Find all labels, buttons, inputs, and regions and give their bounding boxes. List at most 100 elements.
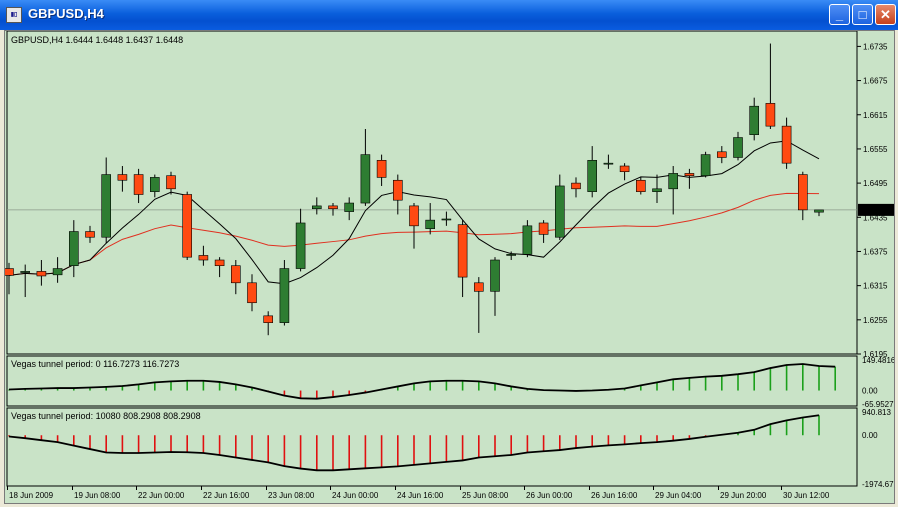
price-axis-label: 1.6255	[863, 316, 888, 325]
candle-body	[635, 179, 646, 192]
candle-body	[198, 255, 209, 261]
price-axis-label: 1.6495	[863, 179, 888, 188]
candle-body	[733, 137, 743, 158]
indicator-axis-label: -65.9527	[862, 400, 894, 409]
candle-body	[490, 259, 500, 292]
fast-ma-line	[8, 140, 820, 285]
time-axis-label: 29 Jun 20:00	[720, 491, 767, 500]
candle-body	[700, 154, 711, 177]
candle-body	[652, 188, 662, 192]
title-bar[interactable]: ▮▯ GBPUSD,H4 _ □ ✕	[0, 0, 898, 30]
candle-body	[781, 125, 792, 164]
candle-body	[765, 103, 776, 127]
price-axis-label: 1.6735	[863, 42, 888, 51]
time-axis-label: 25 Jun 08:00	[462, 491, 509, 500]
candle-body	[231, 265, 241, 284]
candle-body	[749, 105, 760, 135]
indicator-2-header: Vegas tunnel period: 10080 808.2908 808.…	[11, 411, 201, 421]
candle-body	[311, 205, 322, 210]
indicator-axis-label: 149.4816	[862, 356, 894, 365]
time-axis-label: 18 Jun 2009	[9, 491, 54, 500]
candle-body	[392, 179, 403, 201]
candle-body	[603, 162, 614, 165]
candle-body	[182, 194, 192, 258]
candle-body	[797, 174, 808, 211]
chart-header: GBPUSD,H4 1.6444 1.6448 1.6437 1.6448	[11, 35, 183, 45]
pane-border	[6, 31, 858, 355]
close-button[interactable]: ✕	[875, 4, 896, 25]
candle-body	[522, 225, 533, 255]
time-axis-label: 26 Jun 16:00	[591, 491, 638, 500]
candle-body	[69, 231, 79, 267]
candle-body	[20, 271, 30, 273]
indicator-axis-label: 940.813	[862, 408, 891, 417]
candle-body	[166, 175, 176, 190]
indicator-1-header: Vegas tunnel period: 0 116.7273 116.7273	[11, 359, 179, 369]
time-axis-label: 29 Jun 04:00	[655, 491, 702, 500]
candle-body	[5, 268, 14, 276]
candle-body	[360, 154, 371, 204]
histogram-line	[8, 414, 820, 472]
candle-body	[473, 282, 484, 292]
candle-body	[36, 271, 47, 277]
price-axis-label: 1.6615	[863, 111, 888, 120]
price-axis-label: 1.6315	[863, 282, 888, 291]
candle-body	[457, 224, 468, 278]
candle-body	[409, 205, 419, 227]
maximize-button[interactable]: □	[852, 4, 873, 25]
candle-body	[716, 151, 727, 158]
candle-body	[279, 268, 290, 323]
candle-body	[101, 174, 111, 238]
chart-window-icon[interactable]: ▮▯	[6, 7, 22, 23]
candle-body	[150, 177, 160, 192]
candle-body	[85, 231, 95, 238]
candle-body	[117, 174, 128, 181]
candle-body	[295, 222, 306, 269]
candle-body	[814, 209, 824, 213]
chart-canvas[interactable]: 1.6735 1.6675 1.6615 1.6555 1.6495 1.6435 1.63…	[5, 31, 894, 503]
indicator-axis-label: -1974.67	[862, 480, 894, 489]
candle-body	[571, 182, 581, 190]
candle-body	[214, 259, 225, 267]
time-axis-label: 24 Jun 16:00	[397, 491, 444, 500]
candle-body	[538, 222, 549, 235]
current-price-box	[858, 203, 894, 216]
time-axis-label: 19 Jun 08:00	[74, 491, 121, 500]
candle-body	[328, 205, 338, 210]
close-icon: ✕	[880, 7, 891, 22]
time-axis-label: 30 Jun 12:00	[783, 491, 830, 500]
pane-border	[6, 355, 858, 407]
price-axis-label: 1.6195	[863, 350, 888, 359]
histogram-line	[8, 363, 836, 400]
price-axis-label: 1.6675	[863, 77, 888, 86]
candle-body	[554, 185, 565, 238]
chart-area[interactable]: 1.6735 1.6675 1.6615 1.6555 1.6495 1.6435 1.63…	[4, 30, 895, 504]
price-axis-label: 1.6555	[863, 145, 888, 154]
candle-body	[425, 219, 436, 229]
candle-body	[587, 160, 598, 192]
candle-body	[668, 173, 679, 190]
candle-body	[441, 218, 452, 221]
price-axis-label: 1.6435	[863, 213, 888, 222]
candle-body	[133, 174, 144, 195]
minimize-button[interactable]: _	[829, 4, 850, 25]
time-axis-label: 23 Jun 08:00	[268, 491, 315, 500]
current-price-label: 1.6448	[861, 206, 886, 215]
candle-body	[619, 165, 630, 173]
indicator-axis-label: 0.00	[862, 431, 878, 440]
indicator-axis-label: 0.00	[862, 387, 878, 396]
candle-body	[684, 173, 695, 177]
maximize-icon: □	[858, 7, 867, 22]
candle-body	[263, 315, 274, 323]
time-axis-label: 26 Jun 00:00	[526, 491, 573, 500]
candle-body	[376, 160, 387, 178]
time-axis-label: 24 Jun 00:00	[332, 491, 379, 500]
candle-body	[52, 268, 63, 276]
pane-border	[6, 407, 858, 487]
minimize-icon: _	[835, 7, 844, 22]
candle-body	[506, 254, 517, 256]
candle-body	[247, 282, 257, 304]
time-axis-label: 22 Jun 16:00	[203, 491, 250, 500]
window-title: GBPUSD,H4	[28, 6, 104, 21]
